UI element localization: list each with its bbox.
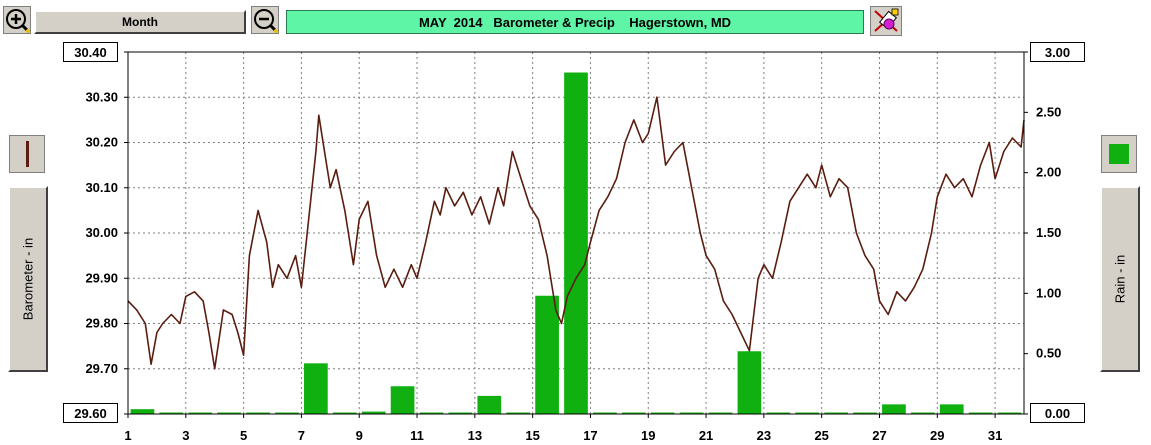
x-tick-label: 3 <box>182 428 189 443</box>
left-tick-label: 30.10 <box>85 180 118 195</box>
x-tick-label: 11 <box>410 428 424 443</box>
rain-legend-swatch[interactable] <box>1101 135 1137 173</box>
barometer-line <box>127 96 1025 370</box>
rain-bar <box>506 412 531 414</box>
rain-bar <box>910 412 935 414</box>
right-tick-label: 2.00 <box>1036 165 1061 180</box>
rain-bar <box>679 412 704 414</box>
barometer-line-swatch <box>25 141 29 167</box>
left-tick-label: 30.30 <box>85 89 118 104</box>
rain-bar-swatch <box>1109 144 1129 164</box>
x-tick-label: 23 <box>757 428 771 443</box>
rain-bar <box>188 412 213 414</box>
rain-bar <box>708 412 733 414</box>
left-tick-label: 29.90 <box>85 270 118 285</box>
plot-border <box>127 51 1025 415</box>
x-tick-label: 21 <box>699 428 713 443</box>
zoom-in-button[interactable] <box>3 6 31 34</box>
left-tick-label: 29.80 <box>85 316 118 331</box>
x-tick-label: 15 <box>525 428 539 443</box>
rain-bar <box>737 351 762 414</box>
left-axis-label: Barometer - in <box>20 237 36 321</box>
left-tick-label: 29.70 <box>85 361 118 376</box>
plot-frame <box>124 51 1028 418</box>
x-tick-label: 5 <box>240 428 247 443</box>
x-tick-label: 25 <box>814 428 828 443</box>
x-tick-label: 31 <box>988 428 1002 443</box>
rain-bar <box>593 412 617 414</box>
grid-layer <box>127 51 1024 415</box>
rain-bar <box>159 412 184 414</box>
rain-bar <box>939 404 964 414</box>
right-axis-top-value: 3.00 <box>1030 42 1085 62</box>
chart-title: MAY 2014 Barometer & Precip Hagerstown, … <box>286 10 864 34</box>
rain-bar <box>304 363 328 414</box>
x-tick-label: 9 <box>356 428 363 443</box>
rain-bar <box>275 412 299 414</box>
rain-bars <box>130 72 1022 414</box>
rain-bar <box>882 404 906 414</box>
right-axis-bottom-value: 0.00 <box>1030 403 1085 423</box>
rain-bar <box>246 412 270 414</box>
x-tick-label: 19 <box>641 428 655 443</box>
zoom-out-button[interactable] <box>251 6 279 34</box>
x-tick-label: 7 <box>298 428 305 443</box>
right-tick-label: 2.50 <box>1036 104 1061 119</box>
left-axis-top-value: 30.40 <box>63 42 118 62</box>
zoom-in-icon <box>6 9 31 34</box>
rain-bar <box>766 412 791 414</box>
zoom-out-icon <box>254 9 279 34</box>
rain-bar <box>650 412 675 414</box>
left-tick-label: 30.00 <box>85 225 118 240</box>
rain-bar <box>419 412 444 414</box>
barometer-legend-swatch[interactable] <box>9 135 45 173</box>
rain-bar <box>621 412 646 414</box>
x-tick-label: 17 <box>583 428 597 443</box>
rain-bar <box>390 386 415 414</box>
barometer-line-layer <box>127 96 1025 370</box>
tools-button[interactable] <box>870 6 902 36</box>
rain-bar <box>535 295 559 414</box>
right-tick-label: 1.50 <box>1036 225 1061 240</box>
rain-bar <box>332 412 357 414</box>
rain-bar <box>853 412 877 414</box>
rain-bar <box>361 411 386 414</box>
rain-bar <box>795 412 820 414</box>
period-selector-button[interactable]: Month <box>34 10 246 34</box>
tools-icon <box>874 8 899 32</box>
rain-bar <box>217 412 242 414</box>
rain-bar <box>448 412 473 414</box>
right-tick-label: 0.50 <box>1036 346 1061 361</box>
right-axis-label-button[interactable]: Rain - in <box>1100 186 1140 372</box>
rain-bar <box>477 395 502 414</box>
left-axis-bottom-value: 29.60 <box>63 403 118 423</box>
rain-bar <box>564 72 588 414</box>
right-tick-label: 1.00 <box>1036 285 1061 300</box>
tick-labels: 30.30 30.20 30.10 30.00 29.90 29.80 29.70 2.50 2… <box>85 89 1061 443</box>
left-axis-label-button[interactable]: Barometer - in <box>8 186 48 372</box>
x-tick-label: 29 <box>930 428 944 443</box>
right-axis-label: Rain - in <box>1112 254 1128 304</box>
rain-bar <box>997 412 1022 414</box>
x-tick-label: 1 <box>124 428 131 443</box>
x-tick-label: 13 <box>468 428 482 443</box>
left-tick-label: 30.20 <box>85 135 118 150</box>
rain-bar <box>130 409 155 414</box>
rain-bar <box>824 412 848 414</box>
x-tick-label: 27 <box>872 428 886 443</box>
rain-bar <box>968 412 993 414</box>
